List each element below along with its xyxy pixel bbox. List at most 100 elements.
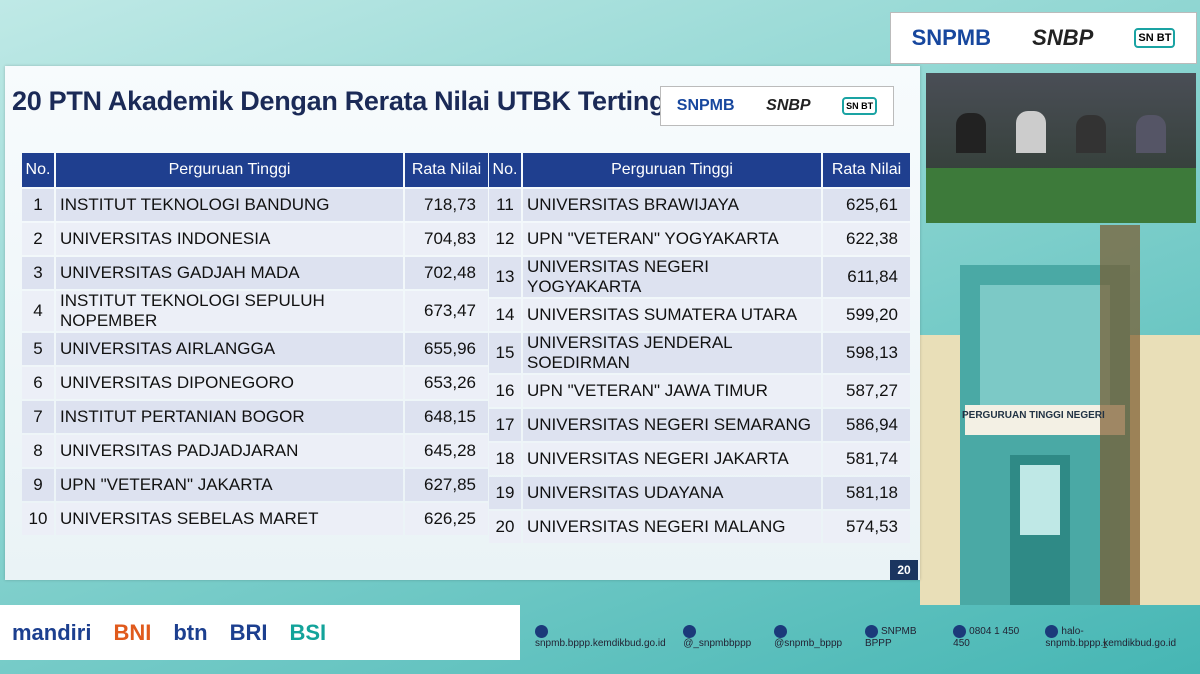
table-cell: 574,53	[823, 511, 910, 543]
table-cell: 718,73	[405, 189, 488, 221]
column-header: Perguruan Tinggi	[56, 153, 403, 187]
sponsor-logo: BNI	[113, 619, 152, 645]
table-cell: 4	[22, 291, 54, 331]
table-cell: 626,25	[405, 503, 488, 535]
table-row: 18 UNIVERSITAS NEGERI JAKARTA 581,74	[489, 443, 910, 475]
table-row: 13 UNIVERSITAS NEGERI YOGYAKARTA 611,84	[489, 257, 910, 297]
table-row: 8 UNIVERSITAS PADJADJARAN 645,28	[22, 435, 488, 467]
table-cell: 611,84	[823, 257, 910, 297]
table-cell: UNIVERSITAS JENDERAL SOEDIRMAN	[523, 333, 821, 373]
table-cell: UNIVERSITAS NEGERI YOGYAKARTA	[523, 257, 821, 297]
table-cell: UNIVERSITAS BRAWIJAYA	[523, 189, 821, 221]
table-cell: INSTITUT PERTANIAN BOGOR	[56, 401, 403, 433]
building-sign: PERGURUAN TINGGI NEGERI	[962, 410, 1105, 421]
table-cell: 587,27	[823, 375, 910, 407]
table-cell: UNIVERSITAS NEGERI MALANG	[523, 511, 821, 543]
table-cell: UNIVERSITAS SEBELAS MARET	[56, 503, 403, 535]
table-cell: 648,15	[405, 401, 488, 433]
sponsor-logo: BRI	[229, 619, 268, 645]
table-cell: 20	[489, 511, 521, 543]
sponsor-bar: mandiri BNI btn BRI BSI	[0, 605, 520, 660]
table-row: 11 UNIVERSITAS BRAWIJAYA 625,61	[489, 189, 910, 221]
header-row: No. Perguruan Tinggi Rata Nilai	[22, 153, 488, 187]
table-cell: INSTITUT TEKNOLOGI BANDUNG	[56, 189, 403, 221]
contacts: snpmb.bppp.kemdikbud.go.id @_snpmbbppp @sn…	[535, 625, 1200, 649]
table-cell: UNIVERSITAS AIRLANGGA	[56, 333, 403, 365]
table-row: 6 UNIVERSITAS DIPONEGORO 653,26	[22, 367, 488, 399]
logo-snbt: SN BT	[842, 97, 878, 115]
ranking-table: No. Perguruan Tinggi Rata Nilai 11 UNIVERSIT…	[487, 151, 912, 545]
logo-snbp: SNBP	[1032, 25, 1094, 50]
table-row: 1 INSTITUT TEKNOLOGI BANDUNG 718,73	[22, 189, 488, 221]
table-cell: UNIVERSITAS DIPONEGORO	[56, 367, 403, 399]
table-cell: 13	[489, 257, 521, 297]
logo-snpmb: SNPMB	[911, 25, 992, 50]
sponsor-logo: btn	[173, 619, 208, 645]
table-cell: UPN "VETERAN" YOGYAKARTA	[523, 223, 821, 255]
table-cell: 5	[22, 333, 54, 365]
table-cell: 17	[489, 409, 521, 441]
table-row: 19 UNIVERSITAS UDAYANA 581,18	[489, 477, 910, 509]
table-row: 5 UNIVERSITAS AIRLANGGA 655,96	[22, 333, 488, 365]
corner-mark: 1	[1102, 640, 1108, 651]
table-row: 14 UNIVERSITAS SUMATERA UTARA 599,20	[489, 299, 910, 331]
table-row: 12 UPN "VETERAN" YOGYAKARTA 622,38	[489, 223, 910, 255]
contact-item: snpmb.bppp.kemdikbud.go.id	[535, 625, 669, 649]
table-cell: 622,38	[823, 223, 910, 255]
table-row: 16 UPN "VETERAN" JAWA TIMUR 587,27	[489, 375, 910, 407]
column-header: No.	[489, 153, 521, 187]
table-cell: 655,96	[405, 333, 488, 365]
table-row: 17 UNIVERSITAS NEGERI SEMARANG 586,94	[489, 409, 910, 441]
table-cell: 6	[22, 367, 54, 399]
contact-item: SNPMB BPPP	[865, 625, 939, 649]
table-cell: 1	[22, 189, 54, 221]
table-cell: 581,18	[823, 477, 910, 509]
table-cell: 8	[22, 435, 54, 467]
table-cell: 2	[22, 223, 54, 255]
logo-snbt: SN BT	[1134, 28, 1176, 48]
table-cell: 704,83	[405, 223, 488, 255]
table-cell: INSTITUT TEKNOLOGI SEPULUH NOPEMBER	[56, 291, 403, 331]
table-cell: 19	[489, 477, 521, 509]
contact-item: 0804 1 450 450	[953, 625, 1031, 649]
slide-logos: SNPMB SNBP SN BT	[660, 86, 894, 126]
top-logos: SNPMB SNBP SN BT	[890, 12, 1197, 64]
table-row: 20 UNIVERSITAS NEGERI MALANG 574,53	[489, 511, 910, 543]
table-row: 15 UNIVERSITAS JENDERAL SOEDIRMAN 598,13	[489, 333, 910, 373]
column-header: No.	[22, 153, 54, 187]
table-row: 3 UNIVERSITAS GADJAH MADA 702,48	[22, 257, 488, 289]
table-cell: 586,94	[823, 409, 910, 441]
table-cell: 581,74	[823, 443, 910, 475]
table-cell: 14	[489, 299, 521, 331]
table-cell: UNIVERSITAS NEGERI SEMARANG	[523, 409, 821, 441]
table-cell: 627,85	[405, 469, 488, 501]
column-header: Rata Nilai	[405, 153, 488, 187]
contact-item: @snpmb_bppp	[774, 625, 851, 649]
contact-item: @_snpmbbppp	[683, 625, 760, 649]
table-row: 7 INSTITUT PERTANIAN BOGOR 648,15	[22, 401, 488, 433]
slide-title: 20 PTN Akademik Dengan Rerata Nilai UTBK…	[12, 86, 689, 116]
table-cell: UPN "VETERAN" JAKARTA	[56, 469, 403, 501]
column-header: Perguruan Tinggi	[523, 153, 821, 187]
table-row: 4 INSTITUT TEKNOLOGI SEPULUH NOPEMBER 673,…	[22, 291, 488, 331]
table-cell: 15	[489, 333, 521, 373]
table-cell: 673,47	[405, 291, 488, 331]
table-cell: 598,13	[823, 333, 910, 373]
table-cell: 10	[22, 503, 54, 535]
table-cell: UNIVERSITAS UDAYANA	[523, 477, 821, 509]
logo-snpmb: SNPMB	[676, 97, 735, 114]
table-cell: 702,48	[405, 257, 488, 289]
table-cell: 11	[489, 189, 521, 221]
video-feed	[926, 73, 1196, 223]
table-cell: UPN "VETERAN" JAWA TIMUR	[523, 375, 821, 407]
table-cell: UNIVERSITAS INDONESIA	[56, 223, 403, 255]
table-cell: 7	[22, 401, 54, 433]
table-cell: 653,26	[405, 367, 488, 399]
building-illustration	[920, 225, 1200, 605]
header-row: No. Perguruan Tinggi Rata Nilai	[489, 153, 910, 187]
table-row: 2 UNIVERSITAS INDONESIA 704,83	[22, 223, 488, 255]
table-cell: UNIVERSITAS NEGERI JAKARTA	[523, 443, 821, 475]
table-cell: UNIVERSITAS SUMATERA UTARA	[523, 299, 821, 331]
table-cell: 18	[489, 443, 521, 475]
table-cell: 12	[489, 223, 521, 255]
